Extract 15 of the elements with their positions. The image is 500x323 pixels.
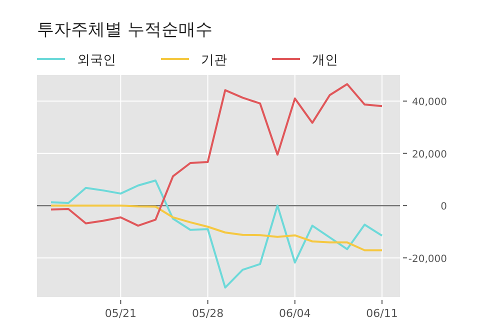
y-tick-label: -20,000 — [408, 254, 447, 265]
line-series — [50, 180, 383, 289]
x-tick-label: 06/04 — [279, 307, 311, 320]
x-tick-label: 06/11 — [366, 307, 398, 320]
legend-label: 기관 — [201, 53, 227, 68]
x-tick-label: 05/21 — [104, 307, 137, 320]
chart-title: 투자주체별 누적순매수 — [37, 20, 212, 40]
y-tick-label: 40,000 — [412, 97, 447, 108]
x-tick-label: 05/28 — [192, 307, 224, 320]
legend-label: 외국인 — [77, 53, 116, 68]
y-tick-label: 0 — [440, 202, 447, 213]
line-series — [50, 83, 383, 227]
legend-label: 개인 — [312, 53, 338, 68]
line-series — [50, 204, 383, 252]
y-tick-label: 20,000 — [412, 149, 447, 160]
